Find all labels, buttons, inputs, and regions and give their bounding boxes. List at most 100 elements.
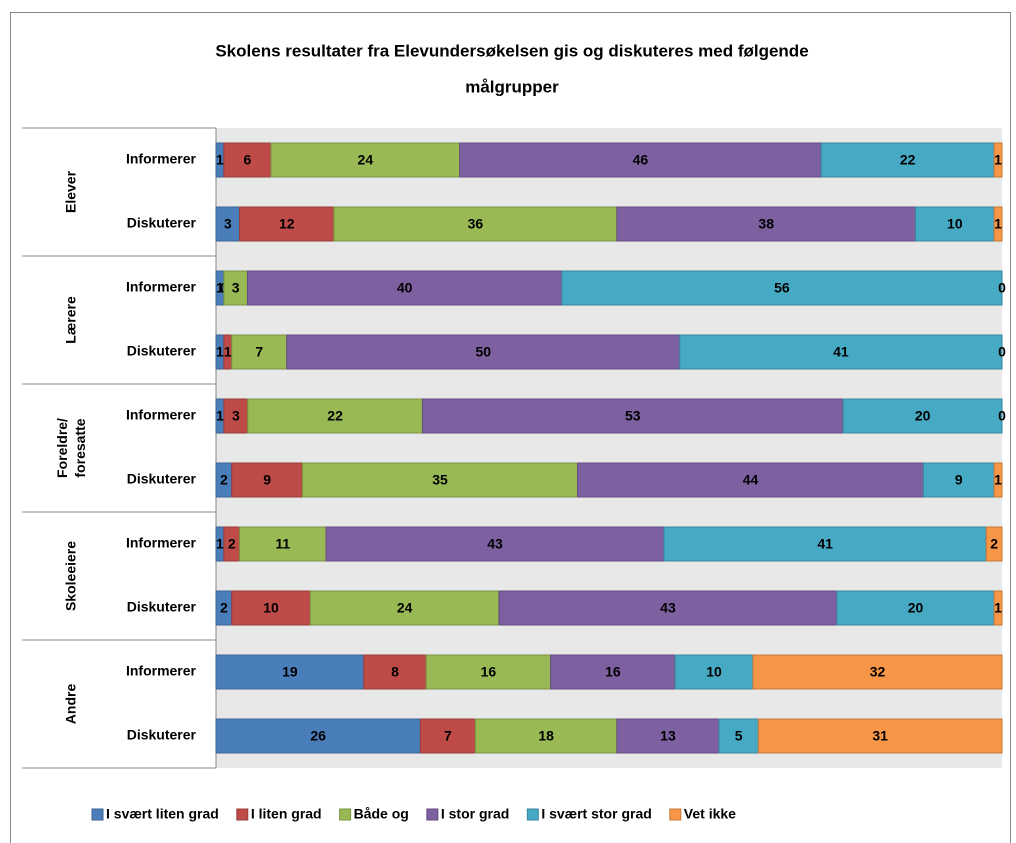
bar-segment: [425, 654, 552, 690]
value-label: 35: [432, 472, 448, 488]
bar-segment: [363, 654, 427, 690]
value-label: 50: [475, 344, 491, 360]
bar-segment: [301, 462, 579, 498]
bar-segment: [270, 142, 461, 178]
legend-label: Vet ikke: [684, 806, 736, 822]
value-label: 2: [228, 536, 236, 552]
value-label: 43: [487, 536, 503, 552]
value-label: 13: [660, 728, 676, 744]
bar-segment: [247, 398, 423, 434]
category-label: Informerer: [126, 535, 197, 551]
legend-swatch: [91, 808, 104, 821]
bar-segment: [498, 590, 838, 626]
bar-segment: [985, 526, 1003, 562]
legend-label: I svært liten grad: [106, 806, 219, 822]
value-label: 1: [216, 408, 224, 424]
value-label: 1: [994, 152, 1002, 168]
value-label: 24: [358, 152, 374, 168]
value-label: 44: [743, 472, 759, 488]
bar-segment: [561, 270, 1003, 306]
bar-segment: [286, 334, 681, 370]
value-label: 9: [263, 472, 271, 488]
category-label: Diskuterer: [127, 599, 197, 615]
bar-segment: [993, 590, 1003, 626]
category-label: Informerer: [126, 663, 197, 679]
bar-segment: [679, 334, 1003, 370]
group-label: Elever: [63, 170, 79, 213]
bar-segment: [752, 654, 1003, 690]
value-label: 20: [908, 600, 924, 616]
legend-label: I liten grad: [251, 806, 322, 822]
bar-segment: [459, 142, 822, 178]
value-label: 7: [444, 728, 452, 744]
bar-segment: [616, 718, 720, 754]
bar-segment: [333, 206, 618, 242]
value-label: 12: [279, 216, 295, 232]
value-label: 38: [758, 216, 774, 232]
bar-segment: [993, 206, 1003, 242]
category-label: Informerer: [126, 407, 197, 423]
bar-segment: [842, 398, 1003, 434]
value-label: 3: [232, 280, 240, 296]
chart-title: målgrupper: [465, 77, 559, 96]
group-label: Foreldre/foresatte: [54, 418, 88, 478]
bar-segment: [474, 718, 618, 754]
value-label: 0: [998, 344, 1006, 360]
value-label: 0: [998, 408, 1006, 424]
value-label: 40: [397, 280, 413, 296]
bar-segment: [231, 590, 311, 626]
bar-segment: [718, 718, 759, 754]
value-label: 5: [735, 728, 743, 744]
value-label: 43: [660, 600, 676, 616]
value-label: 19: [282, 664, 298, 680]
value-label: 9: [955, 472, 963, 488]
value-label: 31: [872, 728, 888, 744]
value-label: 11: [275, 536, 290, 552]
bar-segment: [820, 142, 995, 178]
category-label: Diskuterer: [127, 343, 197, 359]
value-label: 1: [216, 536, 224, 552]
bar-segment: [993, 462, 1003, 498]
bar-segment: [550, 654, 676, 690]
bar-segment: [663, 526, 987, 562]
legend-label: I stor grad: [441, 806, 509, 822]
category-label: Diskuterer: [127, 215, 197, 231]
bar-segment: [616, 206, 917, 242]
category-label: Diskuterer: [127, 471, 197, 487]
value-label: 22: [900, 152, 916, 168]
bar-segment: [239, 206, 335, 242]
group-label: Lærere: [63, 296, 79, 344]
bar-segment: [231, 334, 288, 370]
bar-segment: [215, 718, 421, 754]
bar-segment: [231, 462, 303, 498]
value-label: 0: [998, 280, 1006, 296]
value-label: 7: [255, 344, 263, 360]
legend-label: Både og: [354, 806, 409, 822]
bar-segment: [246, 270, 563, 306]
value-label: 46: [633, 152, 649, 168]
bar-segment: [239, 526, 327, 562]
value-label: 1: [216, 152, 224, 168]
bar-segment: [419, 718, 476, 754]
bar-segment: [325, 526, 665, 562]
category-label: Informerer: [126, 151, 197, 167]
bar-segment: [223, 142, 272, 178]
value-label: 10: [263, 600, 279, 616]
category-label: Diskuterer: [127, 727, 197, 743]
legend-swatch: [236, 808, 249, 821]
value-label: 1: [224, 344, 232, 360]
value-label: 2: [220, 600, 228, 616]
legend-swatch: [669, 808, 682, 821]
bar-segment: [922, 462, 995, 498]
group-label: Andre: [63, 684, 79, 725]
bar-segment: [215, 654, 365, 690]
value-label: 1: [994, 472, 1002, 488]
value-label: 1: [216, 344, 224, 360]
value-label: 1: [994, 216, 1002, 232]
bar-segment: [993, 142, 1003, 178]
value-label: 10: [706, 664, 722, 680]
value-label: 32: [870, 664, 886, 680]
value-label: 22: [327, 408, 343, 424]
value-label: 10: [947, 216, 963, 232]
